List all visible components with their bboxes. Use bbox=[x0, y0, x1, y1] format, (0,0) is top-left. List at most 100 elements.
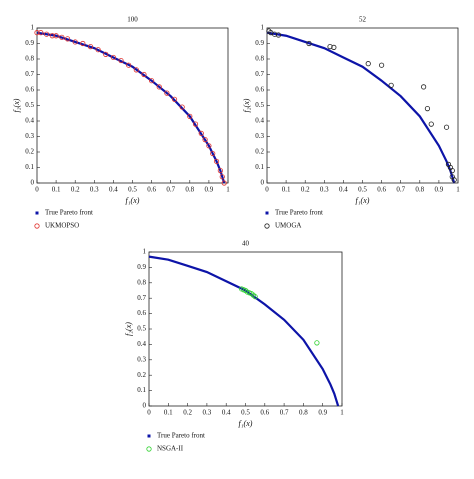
legend-label: UMOGA bbox=[275, 222, 301, 230]
legend-label: True Pareto front bbox=[45, 209, 93, 217]
x-tick-label: 0.3 bbox=[90, 186, 99, 194]
x-tick-label: 0.2 bbox=[301, 186, 310, 194]
x-tick-label: 0.5 bbox=[358, 186, 367, 194]
point bbox=[443, 124, 450, 130]
y-tick-label: 0.7 bbox=[137, 294, 146, 302]
point bbox=[421, 84, 427, 90]
point bbox=[53, 33, 59, 39]
legend-marker bbox=[35, 211, 39, 215]
x-tick-label: 0.6 bbox=[377, 186, 386, 194]
x-tick-label: 0.3 bbox=[320, 186, 329, 194]
point bbox=[87, 43, 94, 50]
point bbox=[202, 137, 208, 143]
y-tick-label: 0.1 bbox=[255, 163, 264, 171]
y-tick-label: 0.9 bbox=[255, 39, 264, 47]
y-tick-label: 0.6 bbox=[255, 86, 264, 94]
point bbox=[49, 33, 55, 39]
x-tick-label: 0 bbox=[35, 186, 39, 194]
point bbox=[428, 121, 434, 127]
front-line bbox=[36, 31, 226, 184]
legend-label: UKMOPSO bbox=[45, 222, 79, 230]
y-tick-label: 0.4 bbox=[255, 117, 264, 125]
x-tick-label: 1 bbox=[340, 409, 344, 417]
y-tick-label: 0.2 bbox=[25, 148, 34, 156]
point bbox=[217, 168, 223, 174]
point bbox=[331, 44, 337, 50]
point bbox=[64, 36, 71, 42]
point bbox=[164, 90, 170, 96]
y-tick-label: 0.9 bbox=[137, 263, 146, 271]
y-tick-label: 0.8 bbox=[255, 55, 264, 63]
x-tick-label: 0.6 bbox=[147, 186, 156, 194]
x-tick-label: 0.3 bbox=[203, 409, 212, 417]
point bbox=[118, 57, 124, 64]
point bbox=[133, 67, 139, 73]
subplot: 52 0 0.1 0.2 0.3 0.4 0.5 0.6 0.7 0.8 0.9 1 0 0.1 0.2 0.… bbox=[242, 16, 460, 230]
y-tick-label: 0 bbox=[31, 179, 35, 187]
subplot: 40 0 0.1 0.2 0.3 0.4 0.5 0.6 0.7 0.8 0.9 1 0 0.1 0.2 0.… bbox=[124, 240, 344, 453]
legend-label: NSGA-II bbox=[157, 445, 184, 453]
x-tick-label: 0 bbox=[147, 409, 151, 417]
x-tick-label: 1 bbox=[226, 186, 230, 194]
y-tick-label: 0.1 bbox=[25, 163, 34, 171]
y-tick-label: 0.8 bbox=[25, 55, 34, 63]
y-tick-label: 0.3 bbox=[255, 132, 264, 140]
point bbox=[179, 104, 185, 110]
point bbox=[213, 158, 220, 164]
y-axis-label: f₂(x) bbox=[242, 98, 251, 112]
x-tick-label: 0 bbox=[265, 186, 269, 194]
point bbox=[327, 43, 333, 50]
axes-frame bbox=[36, 27, 229, 184]
y-tick-label: 0.4 bbox=[137, 340, 146, 348]
point bbox=[187, 113, 193, 119]
point bbox=[306, 40, 312, 47]
point bbox=[272, 31, 278, 37]
x-tick-label: 0.4 bbox=[339, 186, 348, 194]
y-tick-label: 0.6 bbox=[137, 309, 146, 317]
x-tick-label: 0.1 bbox=[282, 186, 291, 194]
legend-marker bbox=[146, 446, 152, 452]
y-tick-label: 0.3 bbox=[137, 355, 146, 363]
x-tick-label: 0.2 bbox=[71, 186, 80, 194]
x-tick-label: 0.9 bbox=[435, 186, 444, 194]
x-tick-label: 0.7 bbox=[166, 186, 175, 194]
x-tick-label: 0.8 bbox=[299, 409, 308, 417]
x-tick-label: 1 bbox=[456, 186, 460, 194]
x-tick-label: 0.2 bbox=[183, 409, 192, 417]
point bbox=[210, 150, 216, 157]
point bbox=[72, 39, 78, 45]
y-tick-label: 1 bbox=[143, 248, 147, 256]
point bbox=[141, 71, 147, 78]
front-line bbox=[266, 31, 456, 184]
point bbox=[34, 30, 40, 36]
y-tick-label: 0.5 bbox=[25, 101, 34, 109]
y-tick-label: 0 bbox=[143, 402, 147, 410]
x-tick-label: 0.5 bbox=[128, 186, 137, 194]
y-tick-label: 0.4 bbox=[25, 117, 34, 125]
legend-label: True Pareto front bbox=[157, 432, 205, 440]
point bbox=[171, 96, 178, 102]
x-tick-label: 0.1 bbox=[52, 186, 61, 194]
point bbox=[378, 62, 385, 68]
subplot: 100 0 0.1 0.2 0.3 0.4 0.5 0.6 0.7 0.8 0.9 1 0 0.1 0.2 0… bbox=[12, 16, 230, 230]
y-tick-label: 0.1 bbox=[137, 386, 146, 394]
x-tick-label: 0.8 bbox=[415, 186, 424, 194]
x-axis-label: f₁(x) bbox=[126, 196, 140, 205]
point bbox=[95, 47, 101, 53]
subplot-title: 40 bbox=[242, 240, 250, 248]
point bbox=[156, 84, 162, 90]
y-tick-label: 0.3 bbox=[25, 132, 34, 140]
y-axis-label: f₂(x) bbox=[12, 98, 21, 112]
point bbox=[110, 54, 117, 61]
point bbox=[451, 177, 457, 183]
subplot-title: 100 bbox=[127, 16, 138, 24]
x-axis-label: f₁(x) bbox=[239, 419, 253, 428]
y-axis-label: f₂(x) bbox=[124, 322, 133, 336]
legend-marker bbox=[265, 211, 269, 215]
y-tick-label: 1 bbox=[261, 24, 265, 32]
point bbox=[103, 51, 109, 57]
subplot-title: 52 bbox=[359, 16, 367, 24]
y-tick-label: 1 bbox=[31, 24, 35, 32]
y-tick-label: 0.9 bbox=[25, 39, 34, 47]
y-tick-label: 0.7 bbox=[255, 70, 264, 78]
